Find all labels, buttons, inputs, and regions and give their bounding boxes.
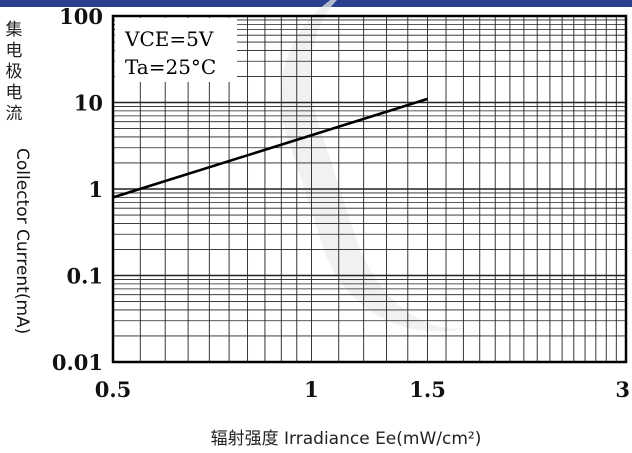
y-axis-label-chinese: 集电极电流: [5, 20, 23, 124]
condition-box: VCE=5V Ta=25°C: [115, 18, 237, 82]
x-tick-label: 3: [615, 377, 630, 402]
y-tick-label: 10: [74, 91, 103, 116]
condition-vce-text: VCE=5V: [124, 27, 214, 51]
x-tick-label: 1: [304, 377, 319, 402]
x-axis-label: 辐射强度 Irradiance Ee(mW/cm²): [210, 429, 482, 449]
y-tick-labels: 100 10 1 0.1 0.01: [52, 4, 103, 375]
grid-lines: [113, 16, 626, 362]
plot-frame: [111, 14, 628, 364]
condition-ta-label: Ta=25°C: [125, 55, 216, 79]
y-axis-label: Collector Current(mA): [12, 148, 32, 335]
x-tick-label: 1.5: [409, 377, 446, 402]
y-tick-label: 100: [59, 4, 103, 29]
condition-ta-text: Ta=25°C: [125, 55, 216, 79]
y-tick-label: 0.01: [52, 350, 103, 375]
y-tick-label: 0.1: [66, 264, 103, 289]
x-tick-labels: 0.5 1 1.5 3: [95, 377, 630, 402]
series-line: [112, 97, 428, 199]
condition-vce-label: VCE=5V: [124, 27, 214, 51]
condition-box-background: [115, 18, 237, 82]
x-tick-label: 0.5: [95, 377, 132, 402]
top-accent-bar: [0, 0, 632, 7]
series-layer: [112, 97, 428, 199]
y-tick-label: 1: [88, 177, 103, 202]
